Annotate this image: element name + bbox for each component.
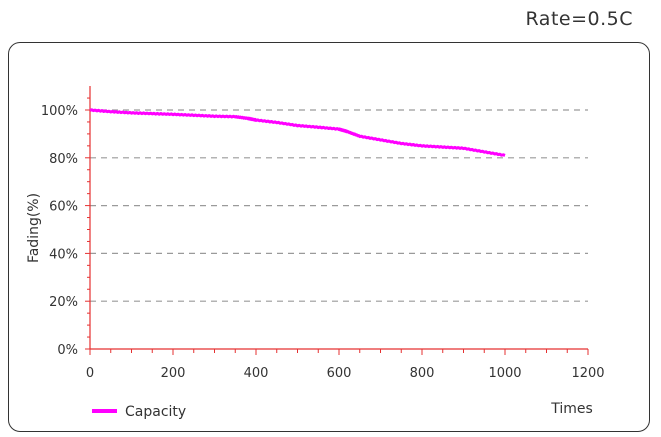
y-tick-label-80: 80% — [49, 152, 78, 167]
y-tick-label-60: 60% — [49, 200, 78, 215]
x-tick-label-400: 400 — [244, 366, 269, 381]
y-tick-label-0: 0% — [57, 343, 78, 358]
x-tick-label-0: 0 — [86, 366, 94, 381]
y-tick-label-100: 100% — [41, 104, 78, 119]
y-tick-label-40: 40% — [49, 247, 78, 262]
rate-label: Rate=0.5C — [525, 8, 633, 30]
y-tick-labels: 0% 20% 40% 60% 80% 100% — [41, 104, 78, 358]
x-tick-label-1200: 1200 — [571, 366, 604, 381]
y-axis-title: Fading(%) — [26, 193, 42, 263]
axes — [85, 86, 589, 355]
grid-lines — [90, 109, 588, 302]
x-tick-labels: 0 200 400 600 800 1000 1200 — [86, 366, 605, 381]
series-layer — [89, 108, 506, 157]
x-tick-label-800: 800 — [410, 366, 435, 381]
y-tick-label-20: 20% — [49, 295, 78, 310]
x-tick-label-1000: 1000 — [488, 366, 521, 381]
x-tick-label-200: 200 — [161, 366, 186, 381]
x-tick-label-600: 600 — [327, 366, 352, 381]
x-axis-title: Times — [550, 401, 593, 417]
series-line-capacity — [89, 108, 506, 157]
legend-label-capacity: Capacity — [125, 404, 186, 420]
legend: Capacity — [92, 404, 186, 420]
chart-frame — [8, 42, 650, 432]
